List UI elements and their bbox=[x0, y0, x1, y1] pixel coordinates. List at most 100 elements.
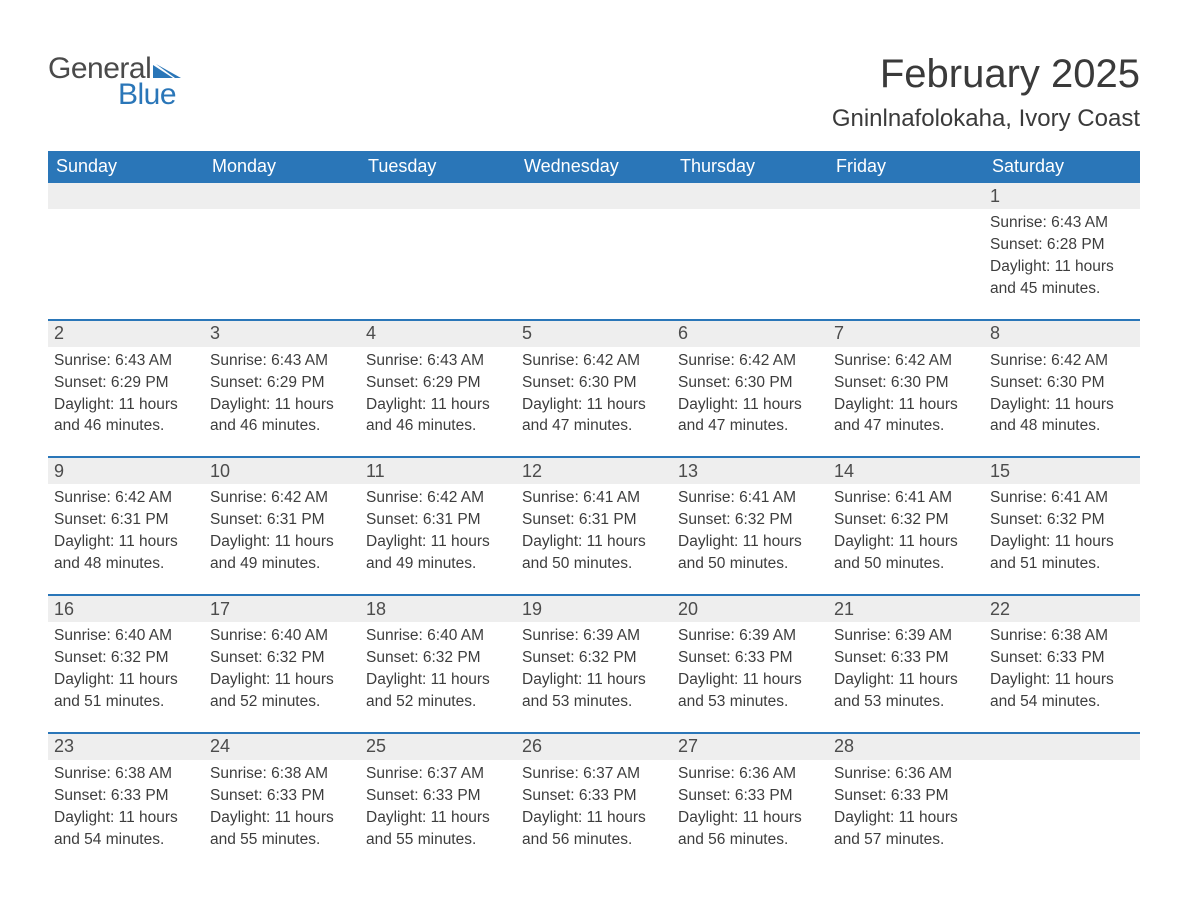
day-number bbox=[516, 183, 672, 209]
daylight-line-1: Daylight: 11 hours bbox=[366, 532, 510, 553]
day-content bbox=[672, 209, 828, 213]
day-content: Sunrise: 6:41 AMSunset: 6:32 PMDaylight:… bbox=[672, 484, 828, 575]
daylight-line-1: Daylight: 11 hours bbox=[834, 395, 978, 416]
sunrise-line: Sunrise: 6:42 AM bbox=[522, 351, 666, 372]
sunset-line: Sunset: 6:31 PM bbox=[54, 510, 198, 531]
day-content bbox=[984, 760, 1140, 764]
daylight-line-1: Daylight: 11 hours bbox=[834, 532, 978, 553]
day-cell bbox=[984, 732, 1140, 870]
day-content: Sunrise: 6:40 AMSunset: 6:32 PMDaylight:… bbox=[360, 622, 516, 713]
day-number bbox=[672, 183, 828, 209]
sunset-line: Sunset: 6:29 PM bbox=[54, 373, 198, 394]
daylight-line-1: Daylight: 11 hours bbox=[54, 670, 198, 691]
day-number: 27 bbox=[672, 734, 828, 760]
day-cell bbox=[828, 183, 984, 319]
day-cell bbox=[516, 183, 672, 319]
sunset-line: Sunset: 6:33 PM bbox=[834, 648, 978, 669]
day-content: Sunrise: 6:39 AMSunset: 6:33 PMDaylight:… bbox=[828, 622, 984, 713]
day-cell: 16 Sunrise: 6:40 AMSunset: 6:32 PMDayligh… bbox=[48, 594, 204, 732]
daylight-line-2: and 56 minutes. bbox=[522, 830, 666, 851]
day-number: 6 bbox=[672, 321, 828, 347]
daylight-line-1: Daylight: 11 hours bbox=[990, 395, 1134, 416]
daylight-line-1: Daylight: 11 hours bbox=[522, 808, 666, 829]
daylight-line-2: and 50 minutes. bbox=[834, 554, 978, 575]
sunset-line: Sunset: 6:31 PM bbox=[366, 510, 510, 531]
day-content bbox=[360, 209, 516, 213]
day-content: Sunrise: 6:41 AMSunset: 6:31 PMDaylight:… bbox=[516, 484, 672, 575]
daylight-line-2: and 50 minutes. bbox=[678, 554, 822, 575]
day-content: Sunrise: 6:36 AMSunset: 6:33 PMDaylight:… bbox=[672, 760, 828, 851]
sunrise-line: Sunrise: 6:40 AM bbox=[54, 626, 198, 647]
sunrise-line: Sunrise: 6:39 AM bbox=[834, 626, 978, 647]
daylight-line-2: and 49 minutes. bbox=[366, 554, 510, 575]
day-cell: 13Sunrise: 6:41 AMSunset: 6:32 PMDayligh… bbox=[672, 456, 828, 594]
daylight-line-1: Daylight: 11 hours bbox=[210, 670, 354, 691]
sunrise-line: Sunrise: 6:40 AM bbox=[366, 626, 510, 647]
sunrise-line: Sunrise: 6:43 AM bbox=[990, 213, 1134, 234]
daylight-line-1: Daylight: 11 hours bbox=[54, 532, 198, 553]
sunset-line: Sunset: 6:33 PM bbox=[210, 786, 354, 807]
day-content: Sunrise: 6:42 AMSunset: 6:31 PMDaylight:… bbox=[48, 484, 204, 575]
daylight-line-1: Daylight: 11 hours bbox=[990, 532, 1134, 553]
sunset-line: Sunset: 6:33 PM bbox=[366, 786, 510, 807]
daylight-line-1: Daylight: 11 hours bbox=[834, 670, 978, 691]
day-number: 15 bbox=[984, 458, 1140, 484]
daylight-line-1: Daylight: 11 hours bbox=[54, 808, 198, 829]
day-content: Sunrise: 6:41 AMSunset: 6:32 PMDaylight:… bbox=[828, 484, 984, 575]
daylight-line-2: and 52 minutes. bbox=[210, 692, 354, 713]
daylight-line-2: and 46 minutes. bbox=[54, 416, 198, 437]
day-cell: 20Sunrise: 6:39 AMSunset: 6:33 PMDayligh… bbox=[672, 594, 828, 732]
day-number bbox=[360, 183, 516, 209]
day-number: 19 bbox=[516, 596, 672, 622]
day-number bbox=[204, 183, 360, 209]
day-content: Sunrise: 6:42 AMSunset: 6:30 PMDaylight:… bbox=[828, 347, 984, 438]
sunrise-line: Sunrise: 6:42 AM bbox=[210, 488, 354, 509]
day-content: Sunrise: 6:41 AMSunset: 6:32 PMDaylight:… bbox=[984, 484, 1140, 575]
daylight-line-2: and 47 minutes. bbox=[522, 416, 666, 437]
sunrise-line: Sunrise: 6:42 AM bbox=[366, 488, 510, 509]
daylight-line-2: and 45 minutes. bbox=[990, 279, 1134, 300]
sunrise-line: Sunrise: 6:42 AM bbox=[834, 351, 978, 372]
day-cell: 14Sunrise: 6:41 AMSunset: 6:32 PMDayligh… bbox=[828, 456, 984, 594]
day-cell: 9Sunrise: 6:42 AMSunset: 6:31 PMDaylight… bbox=[48, 456, 204, 594]
day-number: 25 bbox=[360, 734, 516, 760]
day-number: 16 bbox=[48, 596, 204, 622]
day-cell: 21Sunrise: 6:39 AMSunset: 6:33 PMDayligh… bbox=[828, 594, 984, 732]
daylight-line-1: Daylight: 11 hours bbox=[366, 808, 510, 829]
sunset-line: Sunset: 6:32 PM bbox=[54, 648, 198, 669]
day-content: Sunrise: 6:42 AMSunset: 6:31 PMDaylight:… bbox=[204, 484, 360, 575]
day-number: 14 bbox=[828, 458, 984, 484]
sunrise-line: Sunrise: 6:41 AM bbox=[990, 488, 1134, 509]
day-number: 22 bbox=[984, 596, 1140, 622]
sunset-line: Sunset: 6:33 PM bbox=[834, 786, 978, 807]
daylight-line-1: Daylight: 11 hours bbox=[210, 395, 354, 416]
day-content: Sunrise: 6:43 AMSunset: 6:28 PMDaylight:… bbox=[984, 209, 1140, 300]
sunset-line: Sunset: 6:33 PM bbox=[678, 648, 822, 669]
calendar-page: General Blue February 2025 Gninlnafoloka… bbox=[0, 0, 1188, 909]
day-number: 3 bbox=[204, 321, 360, 347]
day-number: 13 bbox=[672, 458, 828, 484]
day-content: Sunrise: 6:43 AMSunset: 6:29 PMDaylight:… bbox=[360, 347, 516, 438]
sunset-line: Sunset: 6:33 PM bbox=[54, 786, 198, 807]
day-number: 18 bbox=[360, 596, 516, 622]
sunset-line: Sunset: 6:32 PM bbox=[366, 648, 510, 669]
daylight-line-2: and 48 minutes. bbox=[990, 416, 1134, 437]
sunrise-line: Sunrise: 6:39 AM bbox=[522, 626, 666, 647]
sunset-line: Sunset: 6:31 PM bbox=[522, 510, 666, 531]
day-cell bbox=[48, 183, 204, 319]
daylight-line-1: Daylight: 11 hours bbox=[678, 808, 822, 829]
sunrise-line: Sunrise: 6:36 AM bbox=[834, 764, 978, 785]
day-cell: 10Sunrise: 6:42 AMSunset: 6:31 PMDayligh… bbox=[204, 456, 360, 594]
day-number: 24 bbox=[204, 734, 360, 760]
day-cell: 22Sunrise: 6:38 AMSunset: 6:33 PMDayligh… bbox=[984, 594, 1140, 732]
day-content: Sunrise: 6:42 AMSunset: 6:30 PMDaylight:… bbox=[516, 347, 672, 438]
location-subtitle: Gninlnafolokaha, Ivory Coast bbox=[832, 105, 1140, 133]
day-cell: 12Sunrise: 6:41 AMSunset: 6:31 PMDayligh… bbox=[516, 456, 672, 594]
sunrise-line: Sunrise: 6:38 AM bbox=[54, 764, 198, 785]
daylight-line-1: Daylight: 11 hours bbox=[366, 395, 510, 416]
sunrise-line: Sunrise: 6:41 AM bbox=[834, 488, 978, 509]
day-number: 10 bbox=[204, 458, 360, 484]
day-content: Sunrise: 6:37 AMSunset: 6:33 PMDaylight:… bbox=[516, 760, 672, 851]
daylight-line-2: and 57 minutes. bbox=[834, 830, 978, 851]
daylight-line-2: and 47 minutes. bbox=[834, 416, 978, 437]
